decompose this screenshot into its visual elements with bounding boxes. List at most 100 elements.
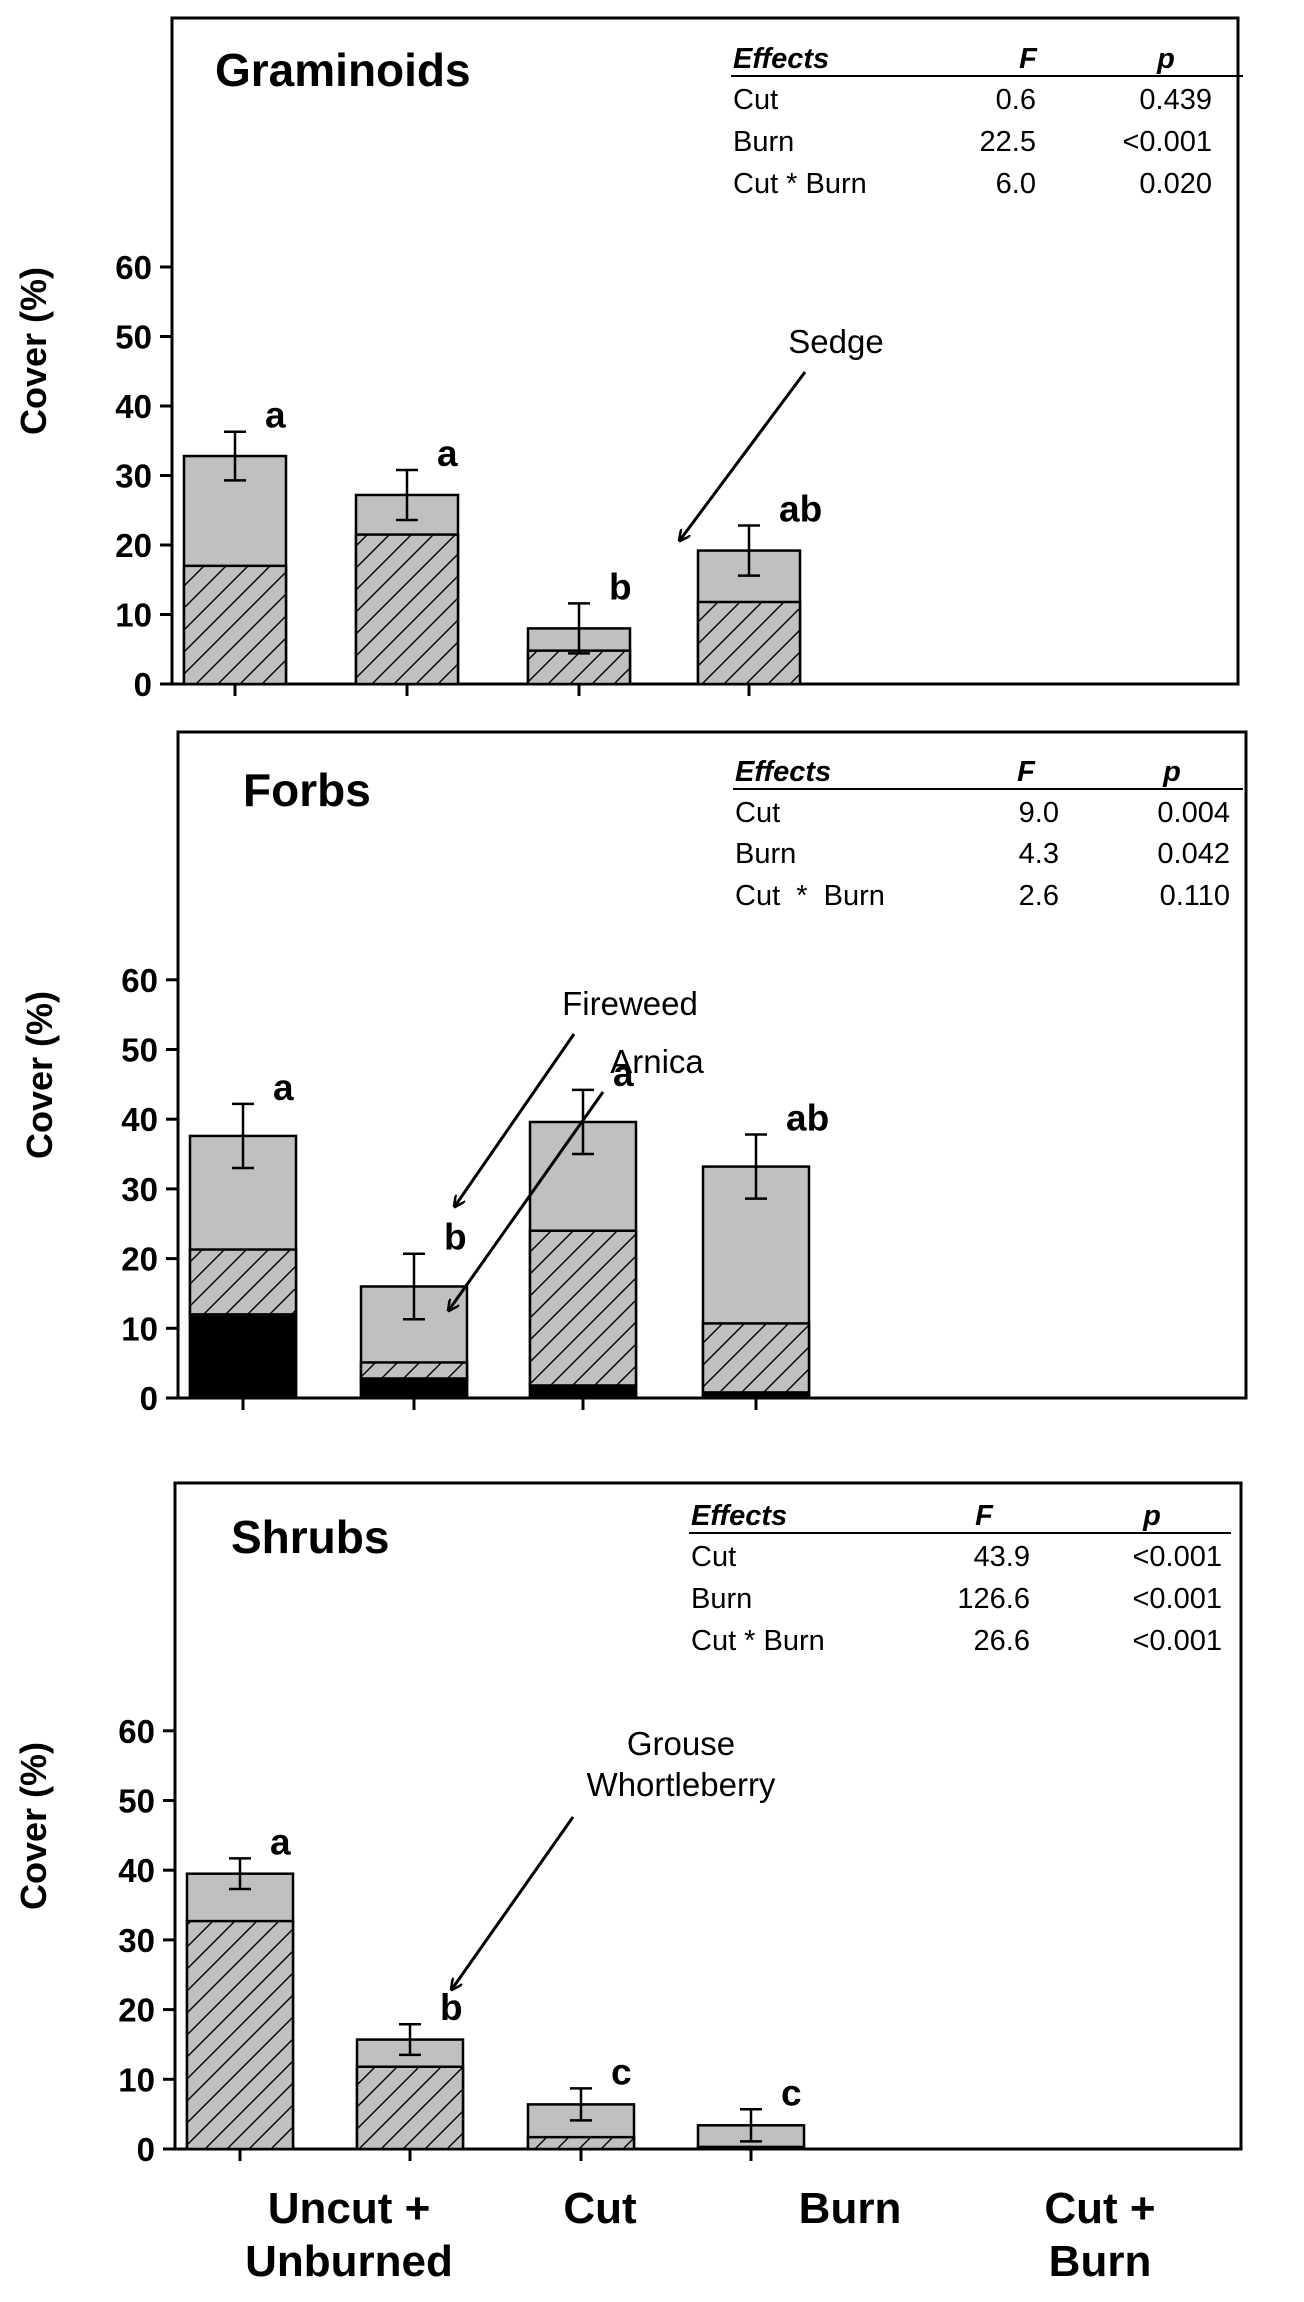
p-value: <0.001 xyxy=(1132,1583,1222,1615)
annotation-arrow xyxy=(455,1033,576,1206)
bar-segment xyxy=(701,1322,811,1394)
annotation-arnica: Arnica xyxy=(449,1043,704,1310)
annotation-arrow xyxy=(452,1816,575,1989)
y-tick-label: 10 xyxy=(121,1310,158,1347)
f-value: 43.9 xyxy=(974,1541,1030,1573)
x-category-label: Cut + xyxy=(1044,2184,1155,2233)
f-header: F xyxy=(975,1500,994,1532)
significance-letter: ab xyxy=(786,1098,829,1139)
bar-segment xyxy=(182,564,288,686)
bar-segment xyxy=(696,600,802,686)
effects-table: Effects F p Cut 43.9 <0.001 Burn 126.6 <… xyxy=(689,1500,1231,1657)
bar-segment xyxy=(696,2145,806,2151)
y-axis-title: Cover (%) xyxy=(13,1742,54,1910)
bar-segment xyxy=(528,1384,638,1400)
f-value: 6.0 xyxy=(996,168,1036,200)
y-tick-label: 50 xyxy=(115,319,152,356)
effects-table: Effects F p Cut 9.0 0.004 Burn 4.3 0.042… xyxy=(733,756,1243,912)
p-header: p xyxy=(1142,1500,1161,1532)
f-value: 2.6 xyxy=(1019,880,1059,912)
significance-letter: a xyxy=(613,1053,634,1094)
significance-letter: ab xyxy=(779,489,822,530)
panel-forbs: 0 10 20 30 40 50 60 Cover (%) Forbs Effects F … xyxy=(19,730,1248,1417)
y-tick-label: 20 xyxy=(115,527,152,564)
y-axis: 0 10 20 30 40 50 60 xyxy=(118,1713,753,2168)
x-axis-categories: Uncut + Unburned Cut Burn Cut + Burn xyxy=(245,2184,1156,2286)
effect-name: Cut * Burn xyxy=(691,1625,825,1657)
effect-name: Burn xyxy=(735,838,796,870)
x-category-label: Unburned xyxy=(245,2237,453,2286)
f-value: 4.3 xyxy=(1019,838,1059,870)
y-tick-label: 40 xyxy=(121,1101,158,1138)
y-tick-label: 0 xyxy=(134,666,152,703)
y-tick-label: 30 xyxy=(118,1922,155,1959)
y-tick-label: 10 xyxy=(115,597,152,634)
effect-name: Cut * Burn xyxy=(735,880,885,912)
effect-name: Cut xyxy=(691,1541,736,1573)
y-tick-label: 30 xyxy=(121,1171,158,1208)
x-category-label: Burn xyxy=(1049,2237,1152,2286)
x-category-label: Cut xyxy=(563,2184,637,2233)
f-header: F xyxy=(1019,43,1038,75)
effect-name: Cut * Burn xyxy=(733,168,867,200)
significance-letter: a xyxy=(437,433,458,474)
y-axis-title: Cover (%) xyxy=(19,991,60,1159)
annotation-arrow xyxy=(449,1091,605,1310)
y-tick-label: 50 xyxy=(118,1783,155,1820)
y-tick-label: 40 xyxy=(115,388,152,425)
y-axis: 0 10 20 30 40 50 60 xyxy=(115,249,751,703)
y-tick-label: 0 xyxy=(140,1380,158,1417)
p-value: 0.042 xyxy=(1157,838,1230,870)
effect-name: Burn xyxy=(733,126,794,158)
bar-segment xyxy=(188,1248,298,1316)
panel-graminoids: 0 10 20 30 40 50 60 Cover (%) Graminoids Effec… xyxy=(13,16,1243,703)
p-header: p xyxy=(1156,43,1175,75)
bar-segment xyxy=(188,1313,298,1400)
y-tick-label: 30 xyxy=(115,458,152,495)
effects-header: Effects xyxy=(735,756,831,788)
panel-title: Graminoids xyxy=(215,44,471,96)
significance-letter: a xyxy=(273,1067,294,1108)
p-value: 0.004 xyxy=(1157,797,1230,829)
effect-name: Cut xyxy=(733,84,778,116)
annotation-grouse-whortleberry: Grouse Whortleberry xyxy=(452,1725,776,1989)
y-tick-label: 10 xyxy=(118,2061,155,2098)
y-tick-label: 20 xyxy=(121,1241,158,1278)
bar-segment xyxy=(528,1229,638,1387)
x-category-label: Uncut + xyxy=(268,2184,431,2233)
effects-table: Effects F p Cut 0.6 0.439 Burn 22.5 <0.0… xyxy=(731,43,1243,200)
significance-letter: a xyxy=(270,1821,291,1862)
f-value: 22.5 xyxy=(980,126,1036,158)
effect-name: Cut xyxy=(735,797,780,829)
annotation-label: Sedge xyxy=(788,323,883,360)
effects-header: Effects xyxy=(733,43,829,75)
bar-segment xyxy=(185,1919,295,2151)
bar-segment xyxy=(354,533,460,686)
effects-header: Effects xyxy=(691,1500,787,1532)
y-tick-label: 40 xyxy=(118,1852,155,1889)
x-category-label: Burn xyxy=(799,2184,902,2233)
f-value: 26.6 xyxy=(974,1625,1030,1657)
annotation-fireweed: Fireweed xyxy=(455,985,698,1206)
panel-title: Forbs xyxy=(243,764,371,816)
annotation-label: Grouse xyxy=(627,1725,735,1762)
annotation-label: Fireweed xyxy=(562,985,698,1022)
significance-letter: b xyxy=(444,1217,467,1258)
y-tick-label: 60 xyxy=(121,962,158,999)
p-value: <0.001 xyxy=(1122,126,1212,158)
bar-segment xyxy=(359,1377,469,1400)
y-tick-label: 20 xyxy=(118,1992,155,2029)
bar-segment xyxy=(355,2065,465,2151)
panel-shrubs: 0 10 20 30 40 50 60 Cover (%) Shrubs Effects F… xyxy=(13,1481,1243,2286)
f-value: 0.6 xyxy=(996,84,1036,116)
p-value: 0.110 xyxy=(1160,880,1230,912)
significance-letter: b xyxy=(440,1987,463,2028)
effect-name: Burn xyxy=(691,1583,752,1615)
f-header: F xyxy=(1017,756,1036,788)
annotation-arrow xyxy=(680,371,807,540)
significance-letter: b xyxy=(609,566,632,607)
p-header: p xyxy=(1162,756,1181,788)
bar-segment xyxy=(526,649,632,686)
f-value: 126.6 xyxy=(957,1583,1030,1615)
